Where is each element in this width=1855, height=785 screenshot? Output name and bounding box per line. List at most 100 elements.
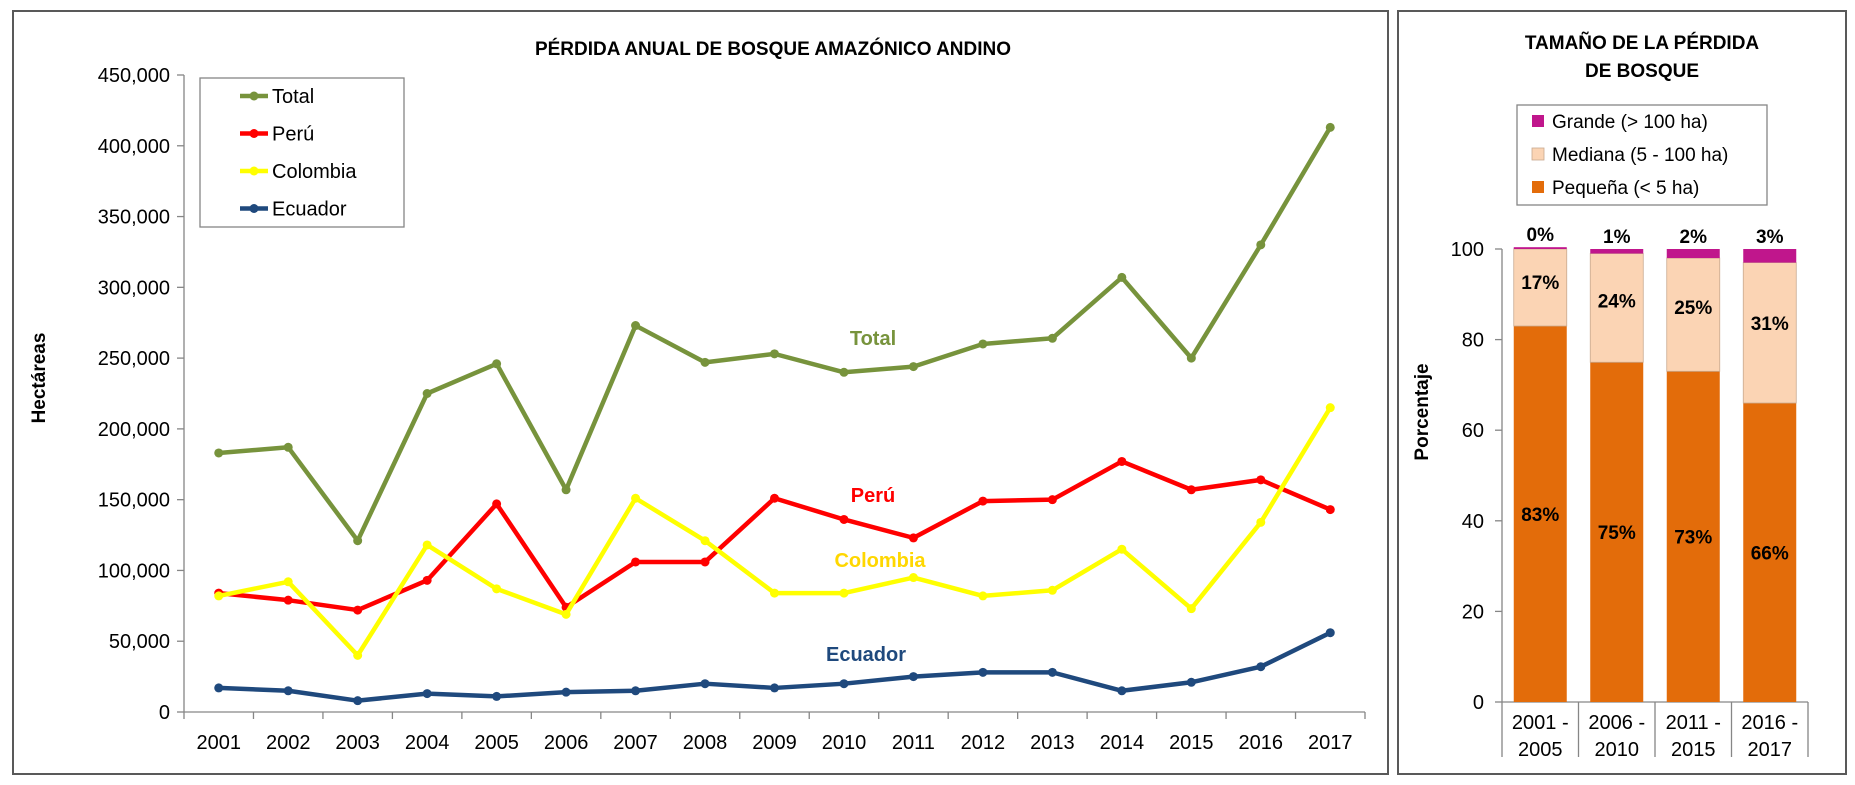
line-point-colombia bbox=[770, 588, 779, 598]
line-point-ecuador bbox=[770, 683, 779, 693]
inline-label-ecuador: Ecuador bbox=[826, 644, 906, 666]
bar-chart-y-tick-label: 60 bbox=[1462, 420, 1484, 442]
bar-data-label-grande: 0% bbox=[1527, 225, 1555, 246]
line-chart-y-tick-label: 100,000 bbox=[98, 560, 170, 582]
line-series-colombia bbox=[218, 406, 1333, 658]
line-chart-inline-labels: Total Perú Colombia Ecuador bbox=[826, 328, 926, 666]
line-point-ecuador bbox=[561, 687, 571, 697]
bar-chart-x-label-line1: 2001 - bbox=[1512, 712, 1569, 734]
line-chart-y-tick-label: 50,000 bbox=[109, 631, 170, 653]
bar-chart-title-line2: DE BOSQUE bbox=[1585, 61, 1699, 82]
line-point-colombia bbox=[978, 591, 988, 601]
line-chart-x-tick-label: 2009 bbox=[752, 732, 797, 754]
line-chart-x-tick-label: 2007 bbox=[613, 732, 658, 754]
bar-chart-x-label-line2: 2015 bbox=[1671, 739, 1716, 761]
legend-marker-peru bbox=[249, 129, 259, 138]
bar-segment-pequena bbox=[1666, 371, 1720, 702]
line-chart-y-tick-label: 400,000 bbox=[98, 136, 170, 158]
line-chart-x-tick-label: 2003 bbox=[335, 732, 380, 754]
line-point-ecuador bbox=[1325, 628, 1335, 638]
inline-label-peru: Perú bbox=[851, 485, 895, 507]
line-chart-y-tick-label: 200,000 bbox=[98, 419, 170, 441]
bar-legend-swatch-grande bbox=[1532, 115, 1544, 127]
line-chart-x-tick-label: 2012 bbox=[961, 732, 1006, 754]
line-chart-x-tick-label: 2006 bbox=[544, 732, 589, 754]
line-point-peru bbox=[1186, 485, 1196, 495]
bar-legend-label-grande: Grande (> 100 ha) bbox=[1552, 112, 1708, 133]
bar-data-label-mediana: 24% bbox=[1598, 291, 1636, 312]
bar-segment-pequena bbox=[1590, 362, 1644, 702]
line-point-colombia bbox=[1325, 403, 1335, 413]
line-point-colombia bbox=[422, 540, 432, 550]
line-point-colombia bbox=[1256, 517, 1266, 527]
legend-marker-ecuador bbox=[249, 204, 259, 213]
line-point-peru bbox=[839, 514, 849, 524]
line-chart-x-tick-label: 2005 bbox=[474, 732, 519, 754]
bar-data-label-grande: 2% bbox=[1680, 227, 1708, 248]
line-point-colombia bbox=[700, 536, 710, 546]
line-chart-series bbox=[214, 122, 1335, 706]
line-point-ecuador bbox=[353, 696, 363, 706]
bar-segment-grande bbox=[1743, 249, 1797, 263]
line-point-peru bbox=[978, 496, 988, 506]
bar-segment-grande bbox=[1513, 247, 1567, 249]
bar-segment-mediana bbox=[1589, 253, 1644, 363]
bar-data-label-grande: 1% bbox=[1603, 227, 1631, 248]
bar-chart-title-line1: TAMAÑO DE LA PÉRDIDA bbox=[1525, 32, 1760, 54]
line-chart-y-axis: 0 50,000 100,000 150,000 200,000 250,000 300,0… bbox=[98, 65, 185, 724]
line-point-peru bbox=[908, 533, 918, 543]
bar-data-label-mediana: 25% bbox=[1674, 298, 1712, 319]
line-point-total bbox=[1256, 240, 1266, 250]
line-chart-x-tick-label: 2013 bbox=[1030, 732, 1075, 754]
line-point-ecuador bbox=[839, 679, 849, 689]
line-point-total bbox=[978, 339, 988, 349]
line-point-colombia bbox=[908, 573, 918, 583]
line-point-total bbox=[353, 536, 363, 546]
line-point-colombia bbox=[1186, 604, 1196, 614]
bar-legend-swatch-mediana bbox=[1531, 147, 1545, 161]
line-point-total bbox=[770, 349, 779, 359]
bar-chart-x-label-line1: 2011 - bbox=[1666, 712, 1721, 734]
bar-legend-swatch-pequena bbox=[1532, 181, 1544, 193]
bar-legend-label-mediana: Mediana (5 - 100 ha) bbox=[1552, 145, 1728, 166]
line-chart-x-tick-label: 2011 bbox=[892, 732, 935, 754]
line-chart-x-tick-label: 2015 bbox=[1169, 732, 1214, 754]
line-point-total bbox=[1047, 333, 1057, 343]
line-chart-y-tick-label: 300,000 bbox=[98, 277, 170, 299]
legend-label-ecuador: Ecuador bbox=[272, 199, 347, 221]
line-point-total bbox=[839, 367, 849, 377]
bar-chart-x-label-line2: 2010 bbox=[1595, 739, 1640, 761]
line-point-ecuador bbox=[978, 667, 988, 677]
line-chart-x-tick-label: 2002 bbox=[266, 732, 311, 754]
bar-chart-axes: 0 20 40 60 80 100 2001 - 2005 2006 - 2010 2011 - 20… bbox=[1451, 239, 1809, 761]
line-chart-ylabel: Hectáreas bbox=[29, 333, 50, 424]
line-point-colombia bbox=[353, 650, 363, 660]
line-chart-y-tick-label: 0 bbox=[159, 702, 170, 724]
line-point-colombia bbox=[1047, 585, 1057, 595]
bar-chart-legend-box bbox=[1516, 104, 1768, 206]
bar-legend-label-pequena: Pequeña (< 5 ha) bbox=[1552, 178, 1699, 199]
inline-label-colombia: Colombia bbox=[834, 550, 926, 572]
line-point-peru bbox=[700, 557, 710, 567]
line-point-colombia bbox=[1117, 544, 1127, 554]
bar-chart-x-label-line1: 2016 - bbox=[1741, 712, 1798, 734]
bar-chart-legend: Grande (> 100 ha) Mediana (5 - 100 ha) Peq… bbox=[1516, 104, 1768, 206]
line-point-total bbox=[908, 362, 918, 372]
line-point-colombia bbox=[214, 591, 224, 601]
line-point-ecuador bbox=[1047, 667, 1057, 677]
bar-chart-x-label-line2: 2005 bbox=[1518, 739, 1563, 761]
bar-chart-x-label-line2: 2017 bbox=[1748, 739, 1793, 761]
line-chart-y-tick-label: 350,000 bbox=[98, 207, 170, 229]
line-point-total bbox=[214, 448, 224, 458]
line-point-ecuador bbox=[1256, 662, 1266, 672]
line-chart-y-tick-label: 150,000 bbox=[98, 490, 170, 512]
bar-data-label-mediana: 31% bbox=[1751, 314, 1789, 335]
line-chart-x-tick-label: 2001 bbox=[196, 732, 241, 754]
bar-segment-mediana bbox=[1666, 257, 1721, 372]
bar-chart-ylabel: Porcentaje bbox=[1412, 363, 1433, 460]
bar-data-label-mediana: 17% bbox=[1521, 273, 1559, 294]
line-chart-legend-box bbox=[199, 77, 405, 228]
line-chart-x-tick-label: 2010 bbox=[822, 732, 867, 754]
line-chart-y-tick-label: 450,000 bbox=[98, 65, 170, 87]
